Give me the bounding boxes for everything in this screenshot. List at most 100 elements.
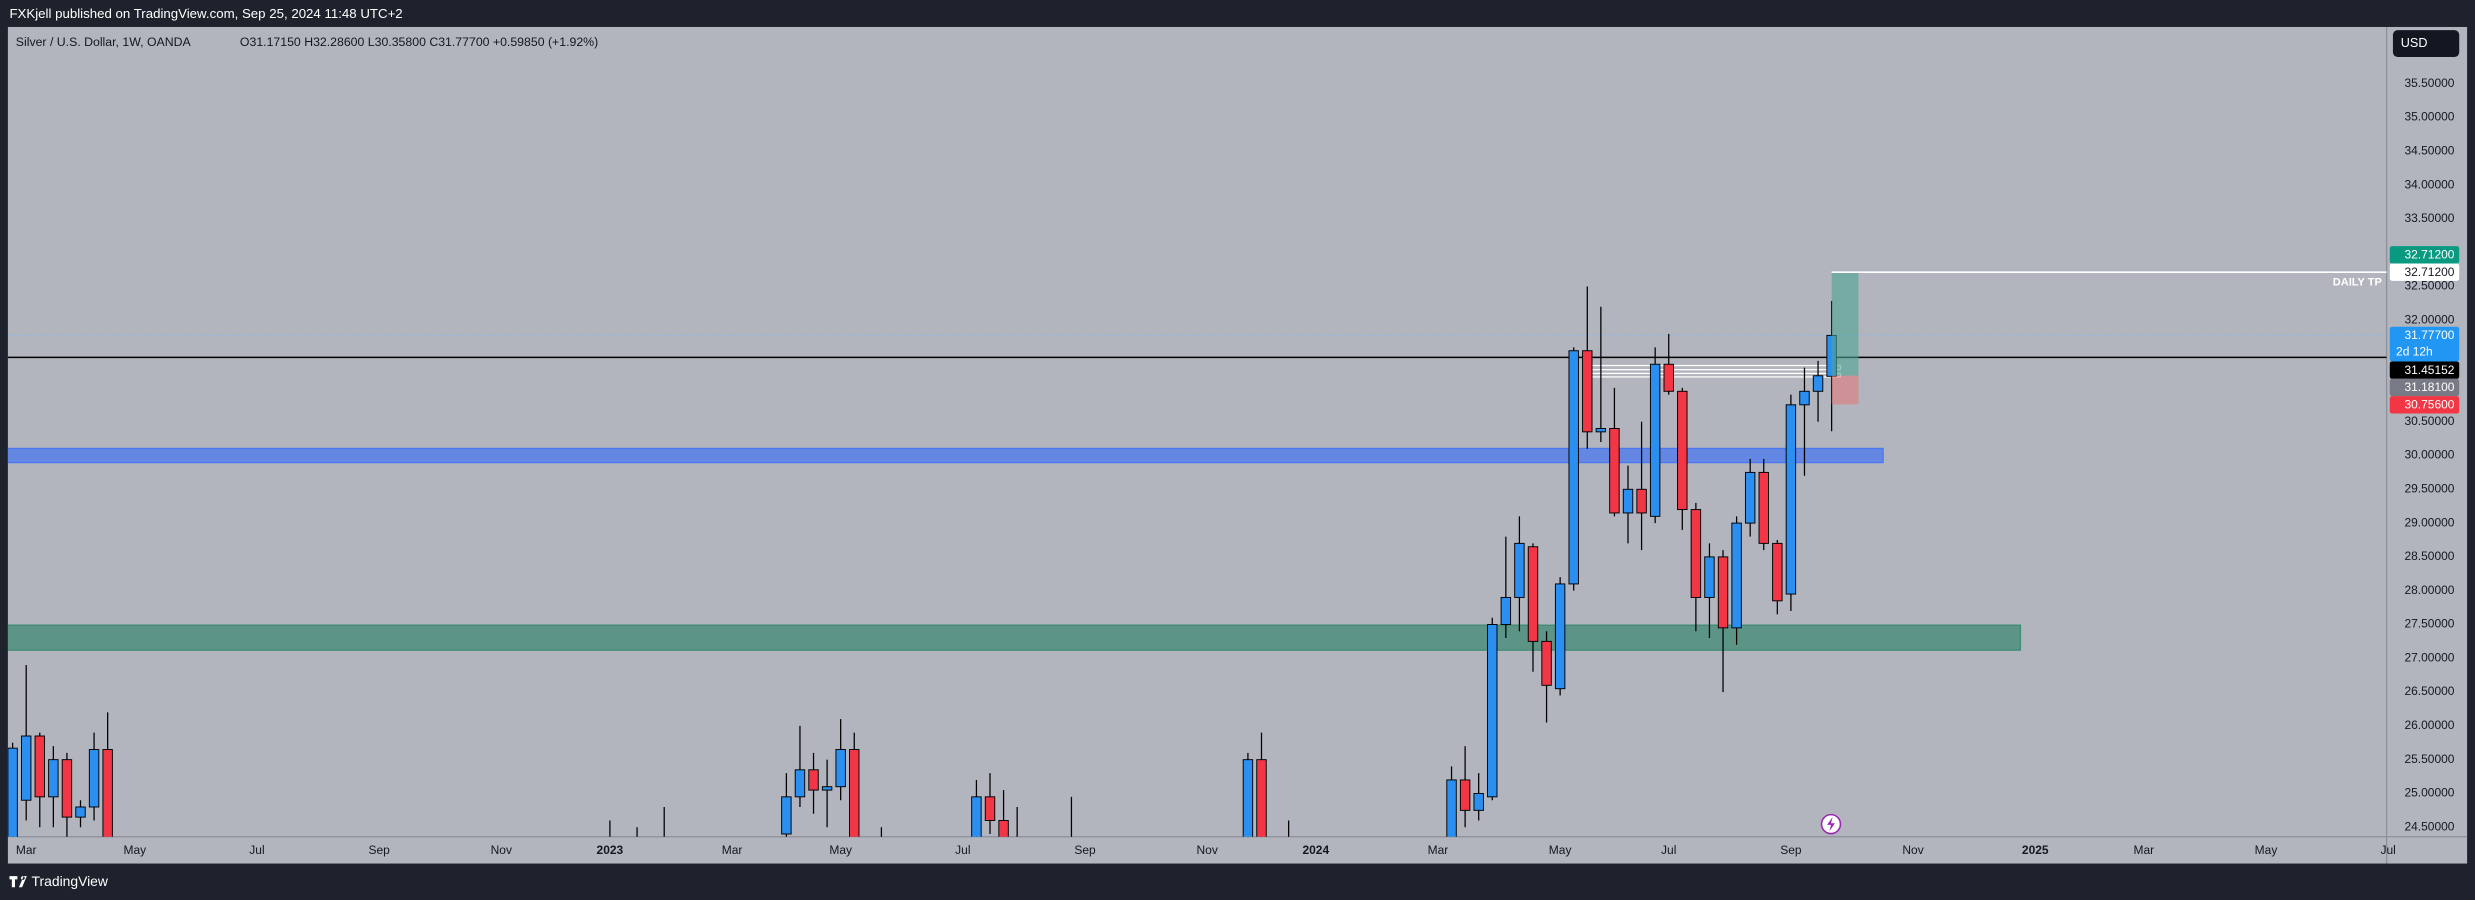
candle-body: [835, 749, 846, 788]
x-tick-label: May: [1549, 843, 1572, 857]
x-tick-label: May: [123, 843, 146, 857]
y-tick-label: 32.00000: [2404, 312, 2454, 326]
level-label: 31.18100: [2404, 380, 2454, 394]
chart-background: [7, 26, 2468, 864]
candle-body: [1514, 542, 1525, 598]
currency-label[interactable]: USD: [2401, 36, 2428, 50]
candle-body: [88, 749, 100, 808]
candle-body: [1663, 363, 1674, 392]
y-tick-label: 33.50000: [2404, 211, 2454, 225]
y-tick-label: 29.00000: [2404, 515, 2454, 529]
candle-body: [1459, 779, 1471, 811]
candle-body: [1717, 556, 1729, 629]
x-tick-label: Sep: [1780, 843, 1802, 857]
y-tick-label: 35.50000: [2404, 76, 2454, 90]
candle-body: [1487, 624, 1498, 798]
chart-title: Silver / U.S. Dollar, 1W, OANDA: [16, 35, 192, 49]
plot-area: [7, 271, 2387, 837]
level-label-box: [2389, 246, 2460, 264]
y-tick-label: 28.00000: [2404, 583, 2454, 597]
candle-body: [48, 759, 59, 798]
candle-body: [20, 735, 32, 801]
y-tick-label: 30.00000: [2404, 448, 2454, 462]
ohlc-legend: O31.17150 H32.28600 L30.35800 C31.77700 …: [240, 35, 598, 49]
candle-body: [34, 735, 45, 798]
y-tick-label: 26.50000: [2404, 684, 2454, 698]
candle-body: [1541, 640, 1552, 686]
position-stop: [1831, 375, 1859, 405]
candle-body: [984, 796, 996, 821]
candle-body: [1744, 471, 1756, 524]
y-tick-label: 28.50000: [2404, 549, 2454, 563]
x-tick-label: Mar: [1428, 843, 1449, 857]
candle-body: [1677, 390, 1688, 511]
candle-body: [808, 769, 819, 791]
candle-body: [1704, 556, 1715, 598]
candle-body: [1812, 375, 1824, 392]
y-tick-label: 29.50000: [2404, 481, 2454, 495]
candle-body: [998, 820, 1009, 837]
candle-body: [1582, 350, 1593, 433]
candle-body: [821, 786, 833, 791]
lightning-icon[interactable]: [1820, 813, 1842, 835]
y-tick-label: 27.50000: [2404, 617, 2454, 631]
level-label-box: [2389, 326, 2460, 362]
candle-body: [61, 759, 73, 818]
y-tick-label: 34.00000: [2404, 177, 2454, 191]
x-tick-label: Jul: [955, 843, 970, 857]
candle-body: [75, 806, 86, 818]
zone: [7, 447, 1884, 464]
zone: [7, 624, 2022, 651]
candle-body: [1636, 488, 1647, 514]
candle-body: [1758, 471, 1769, 544]
candle-body: [1649, 363, 1661, 517]
x-tick-label: Jul: [1661, 843, 1676, 857]
x-tick-label: Sep: [368, 843, 390, 857]
y-tick-label: 26.00000: [2404, 718, 2454, 732]
level-label: 32.71200: [2404, 265, 2454, 279]
x-tick-label: May: [829, 843, 852, 857]
candle-body: [1554, 583, 1566, 690]
y-tick-label: 25.50000: [2404, 752, 2454, 766]
x-tick-label: Mar: [16, 843, 37, 857]
candle-body: [1568, 350, 1579, 585]
candle-body: [102, 749, 113, 837]
y-tick-label: 35.00000: [2404, 110, 2454, 124]
brand-logo: [9, 876, 27, 888]
candle-body: [1473, 792, 1484, 811]
currency-button[interactable]: [2392, 30, 2460, 57]
level-label: 31.45152: [2404, 363, 2454, 377]
x-tick-label: 2024: [1302, 843, 1329, 857]
candle-body: [1731, 522, 1742, 629]
level-label: 32.71200: [2404, 247, 2454, 261]
x-tick-label: Jul: [2381, 843, 2396, 857]
y-tick-label: 30.50000: [2404, 414, 2454, 428]
brand-name: TradingView: [32, 873, 109, 889]
candle-body: [1595, 427, 1607, 433]
candle-body: [1242, 759, 1254, 837]
candle-body: [849, 749, 860, 837]
candle-body: [1799, 390, 1810, 406]
candle-body: [971, 796, 982, 837]
level-label-box: [2389, 263, 2460, 281]
level-label-box: [2389, 378, 2460, 397]
candle-body: [1609, 427, 1620, 514]
y-tick-label: 32.50000: [2404, 279, 2454, 293]
y-tick-label: 34.50000: [2404, 144, 2454, 158]
annotation-label: DAILY TP: [2333, 276, 2382, 288]
y-tick-label: 25.00000: [2404, 786, 2454, 800]
candle-body: [1527, 546, 1539, 642]
candle-body: [781, 796, 792, 835]
x-tick-label: 2025: [2022, 843, 2049, 857]
x-tick-label: May: [2255, 843, 2278, 857]
x-tick-label: Nov: [1902, 843, 1923, 857]
x-tick-label: Nov: [1197, 843, 1218, 857]
candle-body: [1785, 404, 1797, 595]
x-tick-label: Sep: [1074, 843, 1096, 857]
candle-body: [1500, 596, 1512, 625]
y-tick-label: 24.50000: [2404, 819, 2454, 833]
y-tick-label: 27.00000: [2404, 650, 2454, 664]
x-tick-label: Mar: [722, 843, 743, 857]
